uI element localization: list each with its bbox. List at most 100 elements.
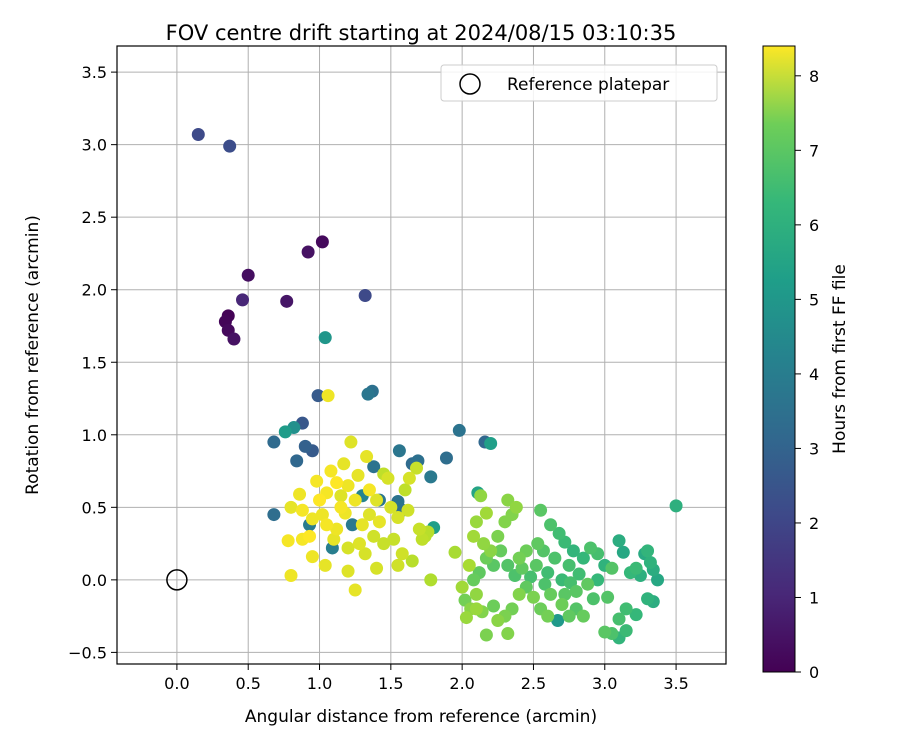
colorbar-tick-label: 5	[809, 290, 819, 309]
data-point	[544, 587, 558, 601]
data-point	[392, 444, 406, 458]
chart-title: FOV centre drift starting at 2024/08/15 …	[166, 21, 677, 45]
data-point	[479, 506, 493, 520]
x-axis-ticks: 0.0 0.5 1.0 1.5 2.0 2.5 3.0 3.5	[164, 664, 689, 693]
data-point	[301, 245, 315, 259]
data-point	[584, 541, 598, 555]
data-point	[327, 532, 341, 546]
data-point	[586, 592, 600, 606]
data-point	[509, 500, 523, 514]
data-point	[384, 500, 398, 514]
data-point	[474, 489, 488, 503]
data-point	[293, 487, 307, 501]
y-tick-label: 0.5	[82, 498, 107, 517]
data-point	[558, 587, 572, 601]
x-tick-label: 2.5	[521, 674, 546, 693]
data-point	[494, 544, 508, 558]
colorbar-tick-label: 1	[809, 588, 819, 607]
x-tick-label: 1.5	[378, 674, 403, 693]
data-point	[562, 558, 576, 572]
colorbar-tick-label: 8	[809, 67, 819, 86]
data-point	[651, 573, 665, 587]
y-axis-ticks: −0.5 0.0 0.5 1.0 1.5 2.0 2.5 3.0 3.5	[68, 63, 117, 662]
gridlines	[117, 46, 726, 664]
data-point	[629, 608, 643, 622]
x-tick-label: 0.5	[235, 674, 260, 693]
data-point	[455, 580, 469, 594]
data-point	[566, 544, 580, 558]
colorbar-tick-label: 2	[809, 514, 819, 533]
data-point	[381, 471, 395, 485]
data-point	[267, 508, 281, 522]
data-point	[320, 518, 334, 532]
data-point	[569, 584, 583, 598]
plot-frame	[116, 45, 727, 665]
data-point	[305, 512, 319, 526]
data-point	[341, 479, 355, 493]
data-point	[544, 518, 558, 532]
scatter-points	[191, 127, 683, 645]
colorbar-label: Hours from first FF file	[830, 264, 850, 454]
data-point	[612, 534, 626, 548]
data-point	[619, 602, 633, 616]
data-point	[459, 611, 473, 625]
data-point	[267, 435, 281, 449]
data-point	[290, 454, 304, 468]
data-point	[278, 425, 292, 439]
data-point	[601, 590, 615, 604]
legend-marker-icon	[459, 73, 481, 95]
data-point	[318, 558, 332, 572]
data-point	[410, 461, 424, 475]
data-point	[501, 558, 515, 572]
x-tick-label: 3.5	[663, 674, 688, 693]
x-axis-label: Angular distance from reference (arcmin)	[245, 707, 597, 727]
y-tick-label: 2.0	[82, 281, 107, 300]
data-point	[227, 332, 241, 346]
data-point	[345, 518, 359, 532]
data-point	[551, 613, 565, 627]
data-point	[512, 551, 526, 565]
data-point	[298, 439, 312, 453]
data-point	[303, 529, 317, 543]
data-point	[498, 515, 512, 529]
data-point	[448, 545, 462, 559]
data-point	[512, 587, 526, 601]
y-tick-label: 3.5	[82, 63, 107, 82]
data-point	[315, 508, 329, 522]
colorbar-bar	[762, 45, 796, 673]
data-point	[552, 526, 566, 540]
data-point	[334, 489, 348, 503]
data-point	[424, 470, 438, 484]
data-point	[367, 529, 381, 543]
data-point	[362, 483, 376, 497]
data-point	[358, 547, 372, 561]
data-point	[395, 547, 409, 561]
data-point	[479, 628, 493, 642]
data-point	[484, 436, 498, 450]
legend: Reference platepar	[440, 64, 718, 102]
data-point	[367, 460, 381, 474]
data-point	[295, 503, 309, 517]
data-point	[280, 294, 294, 308]
data-point	[358, 289, 372, 303]
data-point	[452, 423, 466, 437]
data-point	[469, 587, 483, 601]
data-point	[548, 551, 562, 565]
data-point	[355, 518, 369, 532]
data-point	[467, 529, 481, 543]
data-point	[315, 235, 329, 249]
colorbar-tick-label: 6	[809, 216, 819, 235]
data-point	[321, 389, 335, 403]
data-point	[462, 558, 476, 572]
data-point	[524, 570, 538, 584]
colorbar-tick-label: 7	[809, 141, 819, 160]
data-point	[284, 500, 298, 514]
data-point	[487, 599, 501, 613]
data-point	[515, 561, 529, 575]
data-point	[555, 598, 569, 612]
data-point	[531, 537, 545, 551]
y-tick-label: 1.0	[82, 426, 107, 445]
reference-platepar-marker	[166, 569, 188, 591]
legend-entry-label: Reference platepar	[507, 75, 669, 95]
x-tick-label: 3.0	[592, 674, 617, 693]
